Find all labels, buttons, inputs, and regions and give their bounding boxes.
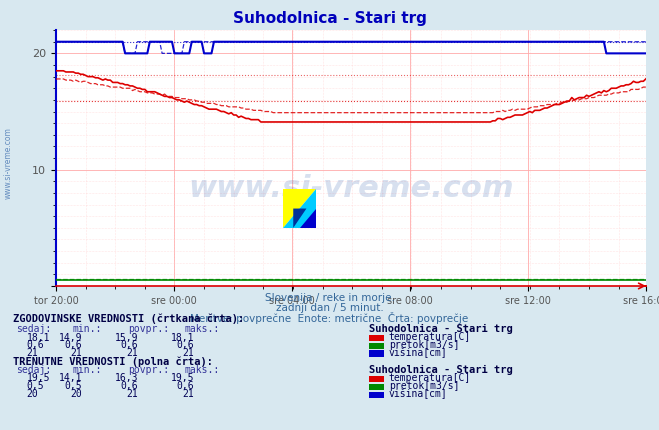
- Text: sedaj:: sedaj:: [16, 324, 51, 334]
- Text: višina[cm]: višina[cm]: [389, 388, 447, 399]
- Text: povpr.:: povpr.:: [129, 365, 169, 375]
- Text: povpr.:: povpr.:: [129, 324, 169, 334]
- Text: Suhodolnica - Stari trg: Suhodolnica - Stari trg: [369, 365, 513, 375]
- Text: 18,1: 18,1: [171, 332, 194, 343]
- Text: 21: 21: [127, 348, 138, 358]
- Text: temperatura[C]: temperatura[C]: [389, 373, 471, 383]
- Text: 21: 21: [127, 389, 138, 399]
- Text: 0,6: 0,6: [121, 340, 138, 350]
- Text: 19,5: 19,5: [171, 373, 194, 384]
- Text: min.:: min.:: [72, 365, 102, 375]
- Text: 0,5: 0,5: [65, 381, 82, 391]
- Text: maks.:: maks.:: [185, 324, 219, 334]
- Text: pretok[m3/s]: pretok[m3/s]: [389, 381, 459, 391]
- Text: višina[cm]: višina[cm]: [389, 347, 447, 358]
- Polygon shape: [300, 209, 316, 228]
- Text: 0,6: 0,6: [26, 340, 44, 350]
- Text: 21: 21: [26, 348, 38, 358]
- Polygon shape: [283, 189, 316, 228]
- Text: 18,1: 18,1: [26, 332, 50, 343]
- Text: 0,6: 0,6: [177, 381, 194, 391]
- Text: pretok[m3/s]: pretok[m3/s]: [389, 340, 459, 350]
- Text: Slovenija / reke in morje.: Slovenija / reke in morje.: [264, 293, 395, 303]
- Text: Suhodolnica - Stari trg: Suhodolnica - Stari trg: [233, 11, 426, 26]
- Text: maks.:: maks.:: [185, 365, 219, 375]
- Text: 0,6: 0,6: [177, 340, 194, 350]
- Text: 15,9: 15,9: [115, 332, 138, 343]
- Text: 20: 20: [26, 389, 38, 399]
- Text: sedaj:: sedaj:: [16, 365, 51, 375]
- Text: www.si-vreme.com: www.si-vreme.com: [3, 127, 13, 200]
- Text: www.si-vreme.com: www.si-vreme.com: [188, 174, 514, 203]
- Text: 0,6: 0,6: [65, 340, 82, 350]
- Text: 20: 20: [71, 389, 82, 399]
- Text: Meritve: povprečne  Enote: metrične  Črta: povprečje: Meritve: povprečne Enote: metrične Črta:…: [190, 312, 469, 324]
- Text: 21: 21: [183, 348, 194, 358]
- Text: Suhodolnica - Stari trg: Suhodolnica - Stari trg: [369, 324, 513, 334]
- Text: zadnji dan / 5 minut.: zadnji dan / 5 minut.: [275, 303, 384, 313]
- Text: 21: 21: [71, 348, 82, 358]
- Text: ZGODOVINSKE VREDNOSTI (črtkana črta):: ZGODOVINSKE VREDNOSTI (črtkana črta):: [13, 314, 244, 325]
- Text: temperatura[C]: temperatura[C]: [389, 332, 471, 342]
- Text: 21: 21: [183, 389, 194, 399]
- Text: 16,3: 16,3: [115, 373, 138, 384]
- Polygon shape: [293, 209, 306, 228]
- Text: 14,9: 14,9: [59, 332, 82, 343]
- Text: 14,1: 14,1: [59, 373, 82, 384]
- Text: 19,5: 19,5: [26, 373, 50, 384]
- Text: min.:: min.:: [72, 324, 102, 334]
- Text: 0,5: 0,5: [26, 381, 44, 391]
- Text: 0,6: 0,6: [121, 381, 138, 391]
- Text: TRENUTNE VREDNOSTI (polna črta):: TRENUTNE VREDNOSTI (polna črta):: [13, 356, 213, 367]
- Polygon shape: [283, 189, 316, 228]
